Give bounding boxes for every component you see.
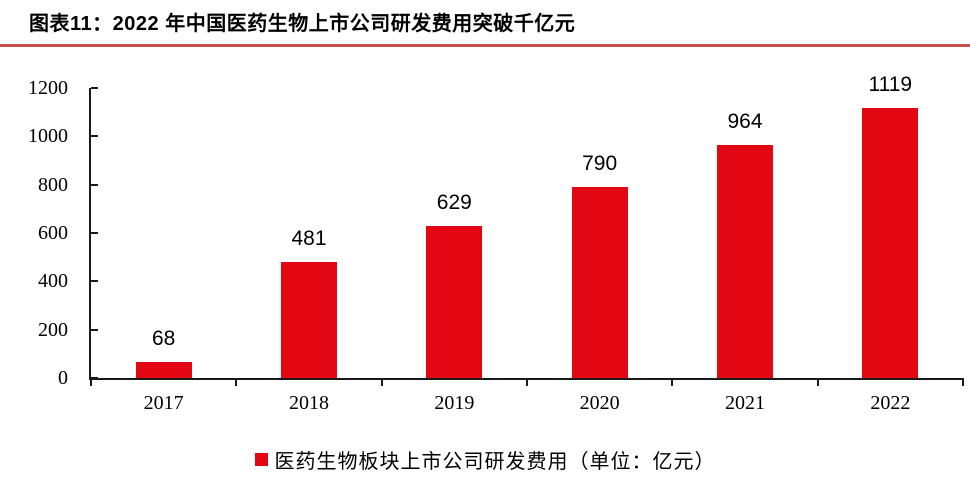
bar-value-label: 68 bbox=[151, 326, 176, 350]
bar-value-label: 481 bbox=[291, 226, 327, 250]
x-tick bbox=[526, 378, 528, 386]
y-tick-label: 200 bbox=[38, 318, 68, 341]
y-tick bbox=[91, 328, 98, 331]
y-tick-label: 400 bbox=[38, 270, 68, 293]
x-tick-label: 2022 bbox=[870, 392, 911, 414]
x-tick bbox=[816, 378, 819, 386]
bar-value-label: 964 bbox=[727, 110, 763, 134]
y-tick bbox=[91, 87, 98, 89]
title-divider bbox=[0, 44, 970, 47]
figure-title: 图表11：2022 年中国医药生物上市公司研发费用突破千亿元 bbox=[29, 13, 576, 35]
bar-value-label: 629 bbox=[436, 190, 472, 214]
x-tick bbox=[962, 378, 964, 386]
y-axis-line bbox=[89, 88, 91, 380]
bar bbox=[281, 261, 337, 378]
y-tick bbox=[91, 280, 98, 283]
bar-value-label: 1119 bbox=[868, 72, 913, 96]
x-tick-label: 2021 bbox=[725, 392, 765, 414]
x-tick bbox=[90, 378, 92, 386]
y-tick-label: 800 bbox=[38, 173, 68, 196]
bar bbox=[571, 187, 628, 378]
bar bbox=[426, 225, 483, 378]
bar bbox=[135, 361, 192, 378]
y-tick bbox=[91, 183, 98, 186]
x-tick-label: 2019 bbox=[434, 392, 475, 414]
y-tick-label: 1000 bbox=[28, 125, 68, 148]
legend-label: 医药生物板块上市公司研发费用（单位：亿元） bbox=[274, 450, 716, 473]
bar bbox=[717, 145, 773, 378]
x-tick bbox=[235, 378, 238, 386]
y-tick bbox=[91, 232, 98, 234]
bar-value-label: 790 bbox=[582, 152, 618, 176]
x-tick bbox=[380, 378, 383, 386]
y-tick-label: 1200 bbox=[28, 77, 68, 99]
y-tick-label: 600 bbox=[38, 222, 68, 244]
y-tick bbox=[91, 377, 98, 379]
x-tick-label: 2020 bbox=[579, 392, 620, 414]
x-tick bbox=[671, 378, 674, 386]
x-tick-label: 2018 bbox=[289, 392, 329, 414]
bar bbox=[862, 107, 919, 378]
y-tick-label: 0 bbox=[58, 367, 68, 389]
y-tick bbox=[91, 135, 98, 138]
chart-legend: 医药生物板块上市公司研发费用（单位：亿元） bbox=[0, 444, 970, 474]
x-tick-label: 2017 bbox=[143, 392, 184, 414]
legend-swatch-icon bbox=[254, 452, 268, 466]
